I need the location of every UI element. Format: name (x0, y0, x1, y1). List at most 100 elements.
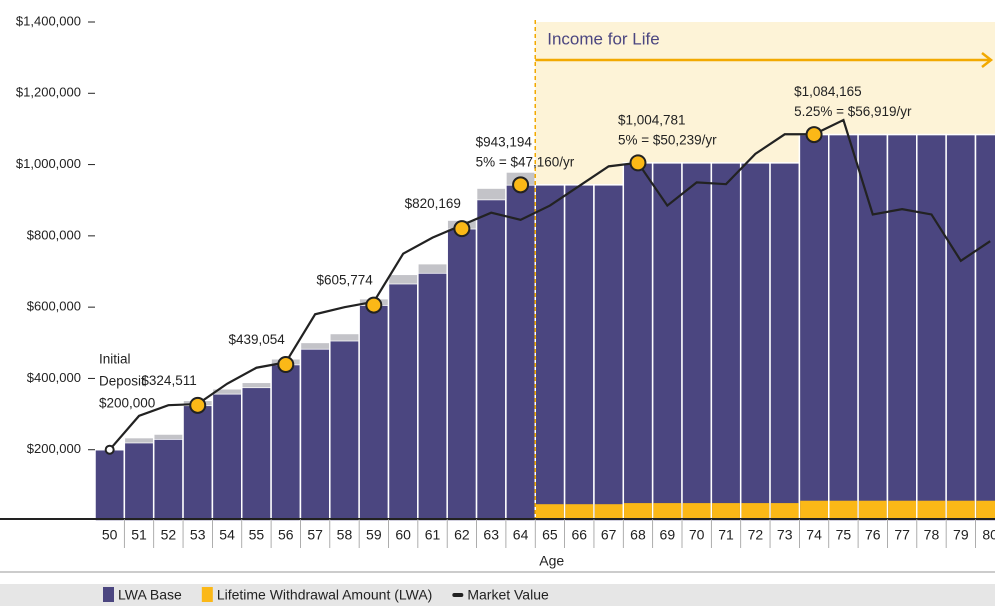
bar-segment (389, 275, 418, 284)
bar (857, 133, 889, 522)
bar-segment (418, 264, 447, 273)
step-up-marker (277, 356, 295, 374)
legend-swatch (103, 587, 114, 602)
bar (329, 339, 360, 522)
lwa-bar (800, 500, 828, 519)
lwa-bar (888, 500, 917, 519)
y-tick-label: $800,000 (27, 227, 81, 242)
lwa-bar (624, 503, 652, 519)
x-tick-label: 72 (748, 527, 764, 543)
step-up-marker (453, 220, 471, 238)
x-tick-label: 76 (865, 527, 881, 543)
x-tick-label: 80 (982, 527, 995, 543)
value-label: $439,054 (228, 332, 285, 347)
bar (358, 304, 390, 522)
y-tick-label: $1,000,000 (16, 156, 81, 171)
bar (387, 282, 419, 522)
value-label: $324,511 (141, 373, 196, 388)
value-label: $200,000 (99, 395, 155, 410)
bar (974, 133, 995, 522)
x-tick-label: 74 (806, 527, 822, 543)
x-tick-label: 75 (836, 527, 852, 543)
x-tick-label: 52 (161, 527, 177, 543)
step-up-marker (189, 396, 207, 414)
lwa-bar (946, 500, 975, 519)
lwa-bar (594, 504, 623, 519)
lwa-bar (653, 503, 682, 519)
legend-swatch (452, 593, 464, 597)
x-tick-label: 70 (689, 527, 705, 543)
lwa-bar (565, 504, 594, 519)
x-tick-label: 59 (366, 527, 382, 543)
x-tick-label: 60 (395, 527, 411, 543)
step-up-marker (512, 176, 530, 194)
x-axis-label: Age (539, 553, 564, 569)
y-tick-label: $1,400,000 (16, 13, 81, 28)
legend-swatch (201, 587, 213, 602)
x-tick-label: 55 (249, 527, 265, 543)
x-tick-label: 78 (924, 527, 940, 543)
lwa-bar (536, 504, 564, 519)
lwa-bar (976, 500, 995, 519)
annotation: 5% = $47,160/yr (476, 154, 575, 169)
annotation: Initial (99, 351, 131, 366)
lwa-bar (712, 503, 740, 519)
x-tick-label: 61 (425, 527, 441, 543)
step-up-marker (805, 126, 823, 144)
bar (739, 162, 771, 522)
bar (446, 227, 478, 522)
bar (681, 162, 713, 522)
lwa-bar (829, 500, 858, 519)
bar-segment (242, 383, 271, 388)
x-tick-label: 57 (307, 527, 323, 543)
lwa-bar (917, 500, 946, 519)
x-tick-label: 79 (953, 527, 969, 543)
bar (241, 386, 272, 522)
x-tick-label: 54 (219, 527, 235, 543)
y-tick-label: $200,000 (27, 441, 81, 456)
x-tick-label: 62 (454, 527, 470, 543)
bar-segment (125, 438, 153, 443)
market-value-line (108, 118, 991, 451)
x-tick-label: 50 (102, 527, 118, 543)
bar (417, 272, 448, 522)
x-tick-label: 77 (894, 527, 910, 543)
bar-segment (154, 434, 183, 440)
bar (828, 133, 859, 522)
bar (563, 184, 595, 522)
value-label: $943,194 (476, 134, 533, 149)
bar (593, 184, 625, 522)
bar-segment (477, 188, 506, 200)
value-label: $605,774 (317, 273, 374, 288)
step-up-marker (629, 154, 647, 172)
value-label: $1,084,165 (794, 84, 862, 99)
annotation: 5.25% = $56,919/yr (794, 104, 912, 119)
value-label: $820,169 (405, 196, 461, 211)
lwa-bar (741, 503, 770, 519)
annotation: Deposit (99, 373, 145, 388)
x-tick-label: 69 (660, 527, 676, 543)
lwa-bar (682, 503, 711, 519)
value-label: $1,004,781 (618, 112, 686, 127)
bar (182, 404, 214, 522)
bar (798, 133, 830, 522)
legend-label: Market Value (467, 587, 549, 603)
bar (945, 133, 977, 522)
bar (211, 393, 243, 522)
bar (534, 184, 566, 522)
x-tick-label: 64 (513, 527, 529, 543)
bar (475, 198, 507, 522)
y-tick-label: $600,000 (27, 299, 81, 314)
bar (916, 133, 947, 522)
income-arrow-head (981, 52, 994, 68)
bar (710, 162, 742, 522)
bar (651, 162, 683, 522)
y-tick-label: $400,000 (27, 370, 81, 385)
bar-segment (213, 389, 241, 394)
bar-segment (330, 334, 359, 341)
x-tick-label: 73 (777, 527, 793, 543)
income-header: Income for Life (547, 29, 659, 48)
x-tick-label: 71 (718, 527, 734, 543)
bar (94, 448, 126, 522)
